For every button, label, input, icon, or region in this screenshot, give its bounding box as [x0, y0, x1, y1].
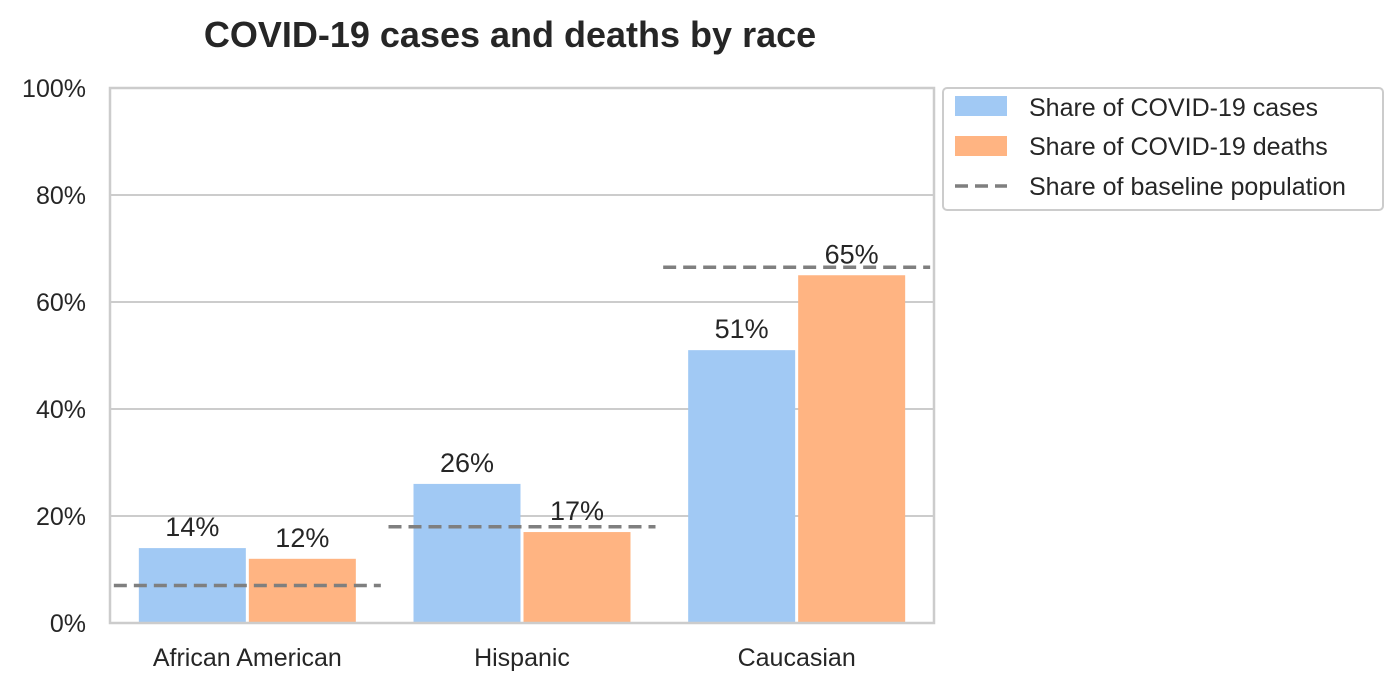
- legend-frame: [942, 87, 1384, 211]
- legend-swatch-deaths: [955, 136, 1007, 156]
- y-tick-label: 60%: [36, 289, 86, 317]
- deaths-bar: [798, 275, 906, 623]
- deaths-value-label: 17%: [550, 496, 604, 526]
- y-axis-ticks: 0% 20% 40% 60% 80% 100%: [22, 75, 86, 638]
- legend-label-baseline: Share of baseline population: [1029, 173, 1346, 201]
- legend: Share of COVID-19 cases Share of COVID-1…: [942, 87, 1384, 211]
- x-tick-label: Caucasian: [738, 644, 856, 672]
- deaths-value-label: 12%: [275, 523, 329, 553]
- x-axis-ticks: African American Hispanic Caucasian: [153, 644, 856, 672]
- deaths-bar: [248, 558, 356, 623]
- y-tick-label: 100%: [22, 75, 86, 103]
- cases-value-label: 14%: [165, 512, 219, 542]
- y-tick-label: 20%: [36, 503, 86, 531]
- data-labels: 14% 12% 26% 17% 51% 65%: [165, 239, 878, 553]
- baseline-lines: [113, 265, 931, 588]
- y-tick-label: 40%: [36, 396, 86, 424]
- cases-value-label: 51%: [715, 314, 769, 344]
- plot-frame: [108, 86, 936, 625]
- cases-bar: [413, 483, 521, 623]
- chart-title: COVID-19 cases and deaths by race: [204, 14, 816, 55]
- cases-value-label: 26%: [440, 448, 494, 478]
- x-tick-label: African American: [153, 644, 342, 672]
- legend-swatch-cases: [955, 96, 1007, 116]
- bars: [138, 275, 906, 623]
- cases-bar: [688, 350, 796, 623]
- y-tick-label: 0%: [50, 610, 86, 638]
- deaths-bar: [523, 532, 631, 623]
- legend-label-cases: Share of COVID-19 cases: [1029, 94, 1318, 122]
- legend-label-deaths: Share of COVID-19 deaths: [1029, 133, 1328, 161]
- x-tick-label: Hispanic: [474, 644, 570, 672]
- y-tick-label: 80%: [36, 182, 86, 210]
- deaths-value-label: 65%: [825, 239, 879, 269]
